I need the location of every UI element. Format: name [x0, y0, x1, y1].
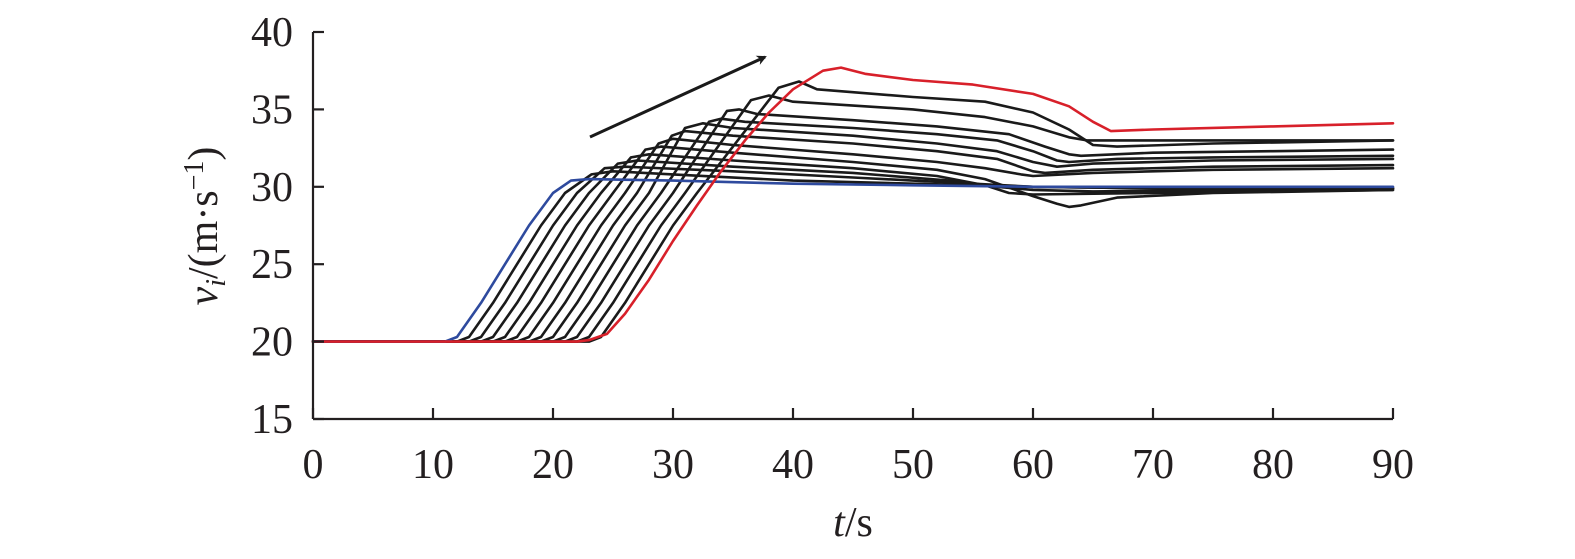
y-tick-label: 25 — [251, 242, 293, 288]
x-tick-label: 0 — [303, 442, 324, 488]
series-line-5 — [311, 153, 1395, 343]
y-axis-unit-open: /(m·s — [181, 190, 227, 279]
x-tick-label: 40 — [772, 442, 814, 488]
y-axis-var: v — [181, 286, 227, 305]
x-tick-label: 60 — [1012, 442, 1054, 488]
axes-group — [311, 32, 1393, 421]
series-group — [311, 66, 1395, 343]
series-line-6 — [311, 145, 1395, 343]
x-tick-label: 30 — [652, 442, 694, 488]
ticks-group: 0 10 20 30 40 50 60 70 80 90 15 20 25 30 35 40 — [251, 10, 1414, 488]
y-tick-label: 30 — [251, 165, 293, 211]
x-axis-label: t/s — [833, 500, 873, 546]
series-line-10 — [311, 117, 1395, 343]
trend-arrow — [589, 55, 767, 139]
x-tick-label: 70 — [1132, 442, 1174, 488]
y-tick-label: 40 — [251, 10, 293, 56]
series-line-13 — [311, 80, 1395, 343]
series-line-2 — [311, 170, 1395, 343]
x-tick-label: 50 — [892, 442, 934, 488]
y-axis-label: vi/(m·s−1) — [179, 147, 232, 306]
y-tick-label: 15 — [251, 397, 293, 443]
x-tick-label: 20 — [532, 442, 574, 488]
x-tick-label: 80 — [1252, 442, 1294, 488]
series-line-14 — [311, 66, 1395, 343]
series-line-12 — [311, 94, 1395, 343]
y-tick-label: 20 — [251, 320, 293, 366]
x-tick-label: 90 — [1372, 442, 1414, 488]
x-tick-label: 10 — [412, 442, 454, 488]
series-line-1 — [311, 177, 1395, 343]
series-line-8 — [311, 129, 1395, 343]
x-axis-var: t — [833, 500, 846, 546]
y-axis-unit-sup: −1 — [179, 161, 210, 191]
x-axis-unit: /s — [845, 500, 873, 546]
series-line-7 — [311, 137, 1395, 343]
y-axis-unit-close: ) — [181, 147, 227, 161]
y-axis-sub: i — [201, 279, 232, 287]
y-tick-label: 35 — [251, 87, 293, 133]
